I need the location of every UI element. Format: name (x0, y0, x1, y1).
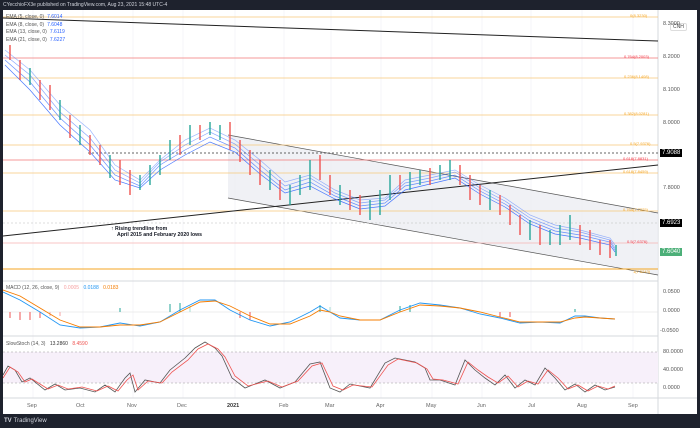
fib-label: 0.618(7.8459) (623, 169, 648, 174)
stoch-legend[interactable]: SlowStoch (14, 3) 13.2860 8.4590 (6, 341, 88, 347)
symbol-badge: CNH (670, 23, 687, 31)
fib-label: 0.764(7.7325) (623, 207, 648, 212)
fib-label: 0.5(7.6376) (627, 239, 648, 244)
legend-ema-5[interactable]: EMA (5, close, 0) 7.6014 (6, 14, 63, 20)
y-axis-label: 8.2000 (663, 54, 680, 60)
stoch-y-label: 40.0000 (663, 367, 683, 373)
legend-ema-13[interactable]: EMA (13, close, 0) 7.6119 (6, 29, 65, 35)
anchor-icon: ↑ (111, 226, 114, 232)
x-axis-label: Sep (27, 403, 37, 409)
chart-frame[interactable]: CNH EMA (5, close, 0) 7.6014 EMA (8, clos… (3, 10, 697, 414)
x-axis-label: May (426, 403, 437, 409)
trendline-annotation: ↑ Rising trendline from April 2015 and F… (111, 226, 203, 238)
x-axis-label: Jul (528, 403, 536, 409)
legend-ema-21[interactable]: EMA (21, close, 0) 7.6227 (6, 36, 66, 43)
x-axis-label: Apr (376, 403, 385, 409)
fib-label: 0.618(7.8831) (623, 156, 648, 161)
x-axis-label: Nov (127, 403, 137, 409)
price-level-box: 7.9088 (660, 149, 683, 157)
legend-ema-8[interactable]: EMA (8, close, 0) 7.6048 (6, 21, 63, 28)
y-axis-label: 8.1000 (663, 87, 680, 93)
stoch-y-label: 80.0000 (663, 349, 683, 355)
x-axis-label: Oct (76, 403, 85, 409)
fib-label: 1(7.5243) (633, 269, 651, 274)
footer-bar (0, 414, 700, 428)
stoch-y-label: 0.0000 (663, 385, 680, 391)
y-axis-label: 8.3000 (663, 21, 680, 27)
x-axis-label: Jun (477, 403, 486, 409)
main-legend: EMA (5, close, 0) 7.6014 EMA (8, close, 0… (6, 14, 65, 44)
tradingview-logo[interactable]: TV TradingView (4, 418, 47, 424)
y-axis-label: 7.8000 (663, 185, 680, 191)
macd-y-label: 0.0000 (663, 308, 680, 314)
macd-legend[interactable]: MACD (12, 26, close, 9) 0.0005 0.0188 0.… (6, 285, 119, 291)
x-axis-label: Dec (177, 403, 187, 409)
price-level-box: 7.6923 (660, 219, 683, 227)
macd-y-label: 0.0500 (663, 289, 680, 295)
publish-info: CYecchioFX3e published on TradingView.co… (0, 0, 700, 10)
tv-logo-icon: TV (4, 418, 12, 424)
chart-canvas[interactable] (3, 10, 697, 414)
fib-label: 0(8.3230) (630, 13, 648, 18)
x-axis-label: Sep (628, 403, 638, 409)
fib-label: 0.764(8.2003) (624, 54, 649, 59)
x-axis-label: 2021 (227, 403, 240, 409)
last-price-box: 7.6040 (660, 248, 683, 256)
fib-label: 0.382(8.0281) (624, 111, 649, 116)
fib-label: 0.236(8.1408) (624, 74, 649, 79)
y-axis-label: 8.0000 (663, 120, 680, 126)
x-axis-label: Mar (325, 403, 335, 409)
macd-y-label: -0.0500 (660, 328, 679, 334)
fib-label: 0.5(7.9376) (630, 141, 651, 146)
x-axis-label: Feb (279, 403, 289, 409)
x-axis-label: Aug (577, 403, 587, 409)
